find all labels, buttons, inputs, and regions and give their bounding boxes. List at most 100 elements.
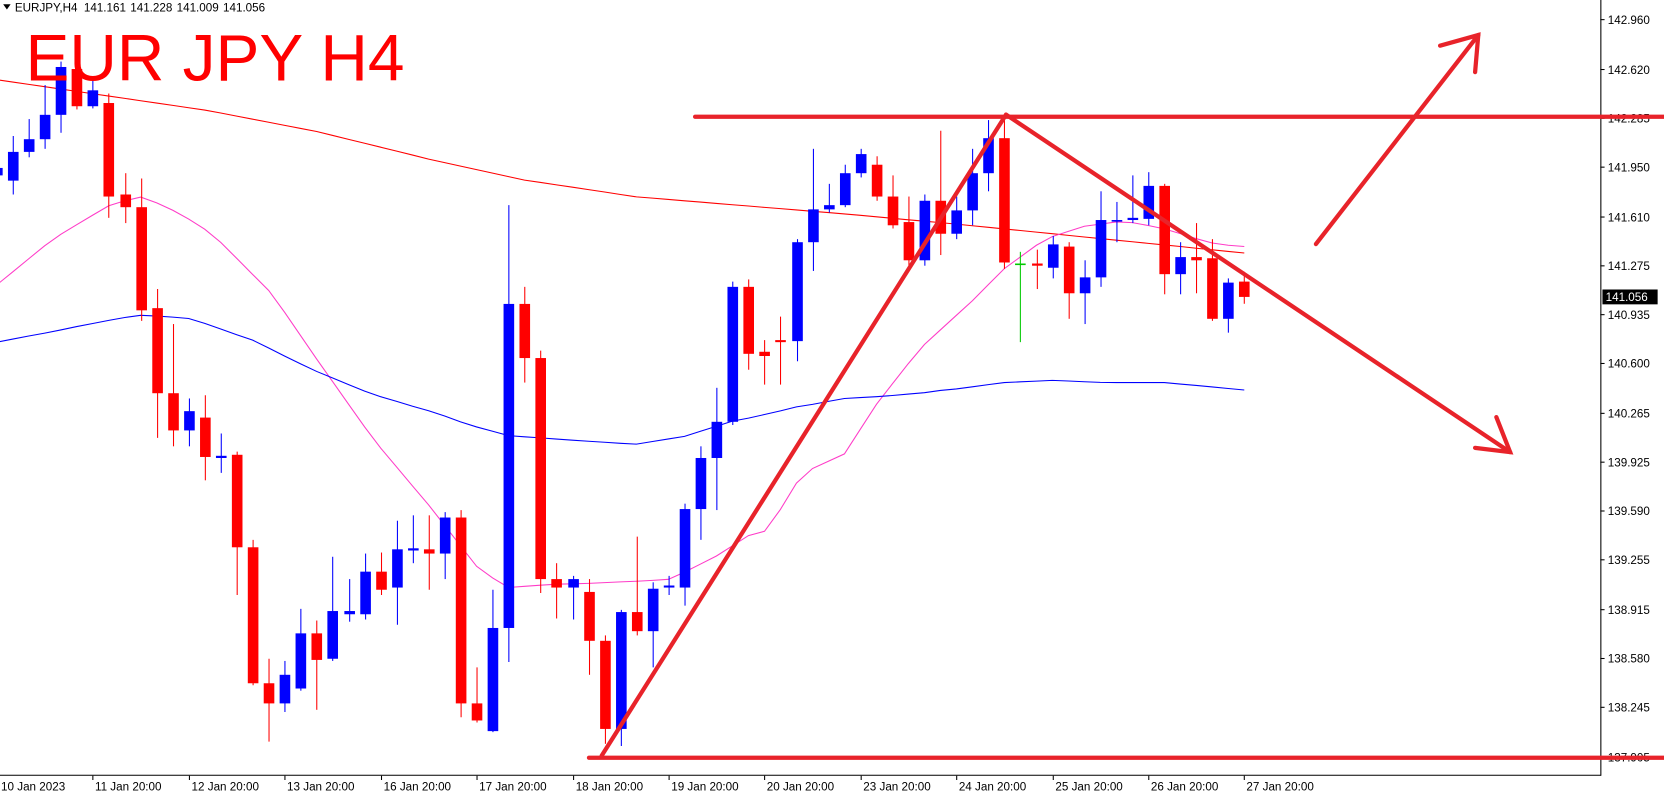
candle-body bbox=[1159, 185, 1170, 275]
header-open: 141.161 bbox=[84, 2, 126, 15]
candle-body bbox=[87, 90, 99, 107]
candle-body bbox=[247, 547, 259, 684]
x-tick-label: 16 Jan 20:00 bbox=[384, 781, 452, 794]
menu-triangle[interactable] bbox=[3, 4, 11, 10]
candle-body bbox=[1111, 220, 1123, 222]
candle-body bbox=[1238, 281, 1250, 297]
candle-body bbox=[311, 633, 323, 660]
candle-body bbox=[679, 509, 691, 588]
trend-line-up bbox=[599, 112, 1009, 758]
candle-body bbox=[631, 612, 643, 632]
annotations bbox=[586, 32, 1664, 760]
arrowhead-down bbox=[1472, 414, 1514, 455]
candle-body bbox=[327, 611, 338, 659]
candle-body bbox=[727, 286, 739, 422]
candle-body bbox=[616, 612, 627, 729]
candle-body bbox=[103, 103, 115, 197]
x-tick-label: 18 Jan 20:00 bbox=[576, 781, 644, 794]
y-tick-label: 141.950 bbox=[1608, 161, 1651, 174]
candle-body bbox=[360, 571, 371, 615]
candle-body bbox=[455, 517, 467, 704]
candle-body bbox=[279, 674, 291, 704]
candle-body bbox=[23, 139, 35, 152]
candle-body bbox=[519, 303, 531, 359]
candle-body bbox=[152, 308, 163, 394]
candle-body bbox=[423, 549, 435, 554]
candle-body bbox=[295, 633, 307, 689]
candle-body bbox=[568, 579, 579, 588]
x-tick-label: 27 Jan 20:00 bbox=[1246, 781, 1314, 794]
candle-body bbox=[39, 114, 51, 140]
candle-body bbox=[871, 164, 883, 197]
candle-body bbox=[775, 340, 786, 343]
candle-body bbox=[919, 200, 931, 261]
y-tick-label: 140.935 bbox=[1608, 309, 1650, 322]
symbol: EURJPY,H4 bbox=[15, 2, 78, 15]
candle-body bbox=[983, 138, 994, 174]
moving-average bbox=[0, 196, 1245, 589]
y-tick-label: 138.245 bbox=[1608, 702, 1650, 715]
candle-body bbox=[1175, 257, 1186, 275]
candle-body bbox=[439, 517, 451, 554]
x-tick-label: 20 Jan 20:00 bbox=[767, 781, 835, 794]
current-price-box bbox=[1602, 289, 1658, 305]
x-tick-label: 23 Jan 20:00 bbox=[863, 781, 931, 794]
candle-body bbox=[647, 588, 659, 632]
candle-body bbox=[711, 421, 723, 458]
candle-body bbox=[136, 207, 147, 311]
candle-body bbox=[7, 151, 19, 181]
candle-body bbox=[503, 303, 515, 628]
x-tick-label: 11 Jan 20:00 bbox=[95, 781, 162, 794]
candle-body bbox=[855, 154, 867, 174]
candle-body bbox=[0, 167, 3, 176]
candle-body bbox=[376, 571, 387, 590]
y-tick-label: 142.620 bbox=[1608, 64, 1651, 77]
candle-body bbox=[1063, 246, 1075, 294]
candle-body bbox=[551, 579, 562, 588]
candle-body bbox=[1032, 263, 1043, 266]
y-tick-label: 142.960 bbox=[1608, 14, 1651, 27]
candle-body bbox=[392, 549, 403, 588]
y-tick-label: 140.600 bbox=[1608, 358, 1651, 371]
y-tick-label: 139.590 bbox=[1608, 505, 1651, 518]
candle-body bbox=[1207, 258, 1218, 319]
header-info: EURJPY,H4 141.161 141.228 141.009 141.056 bbox=[15, 2, 265, 15]
candle-body bbox=[168, 393, 179, 431]
candle-body bbox=[1127, 217, 1139, 221]
candle-body bbox=[903, 222, 915, 261]
plot-area bbox=[0, 61, 1250, 747]
header-low: 141.009 bbox=[177, 2, 219, 15]
x-tick-label: 17 Jan 20:00 bbox=[479, 781, 547, 794]
candle-body bbox=[215, 455, 227, 458]
y-tick-label: 141.610 bbox=[1608, 211, 1651, 224]
current-price-label: 141.056 bbox=[1606, 291, 1648, 304]
x-tick-label: 12 Jan 20:00 bbox=[192, 781, 260, 794]
candle-body bbox=[824, 205, 835, 210]
candle-body bbox=[1223, 282, 1234, 319]
header-high: 141.228 bbox=[130, 2, 172, 15]
candle-body bbox=[1143, 185, 1155, 219]
arrowhead-up bbox=[1437, 32, 1481, 75]
chart-title: EUR JPY H4 bbox=[25, 21, 404, 95]
candle-body bbox=[408, 548, 419, 551]
candle-body bbox=[120, 194, 132, 208]
candle-body bbox=[263, 683, 275, 704]
candle-body bbox=[951, 210, 962, 234]
header-close: 141.056 bbox=[223, 2, 265, 15]
trend-line-down bbox=[1003, 112, 1513, 455]
candle-body bbox=[200, 417, 211, 457]
y-tick-label: 139.925 bbox=[1608, 456, 1650, 469]
candle-body bbox=[808, 209, 819, 243]
x-tick-label: 10 Jan 2023 bbox=[1, 781, 65, 794]
moving-average bbox=[0, 314, 1245, 445]
arrow-up bbox=[1313, 32, 1481, 247]
candle-body bbox=[1095, 220, 1107, 278]
y-tick-label: 138.580 bbox=[1608, 653, 1651, 666]
candle-body bbox=[600, 640, 611, 729]
candle-body bbox=[55, 66, 67, 115]
candle-body bbox=[1047, 244, 1059, 268]
candle-body bbox=[743, 286, 754, 354]
candle-body bbox=[231, 454, 243, 548]
candle-body bbox=[535, 358, 546, 580]
